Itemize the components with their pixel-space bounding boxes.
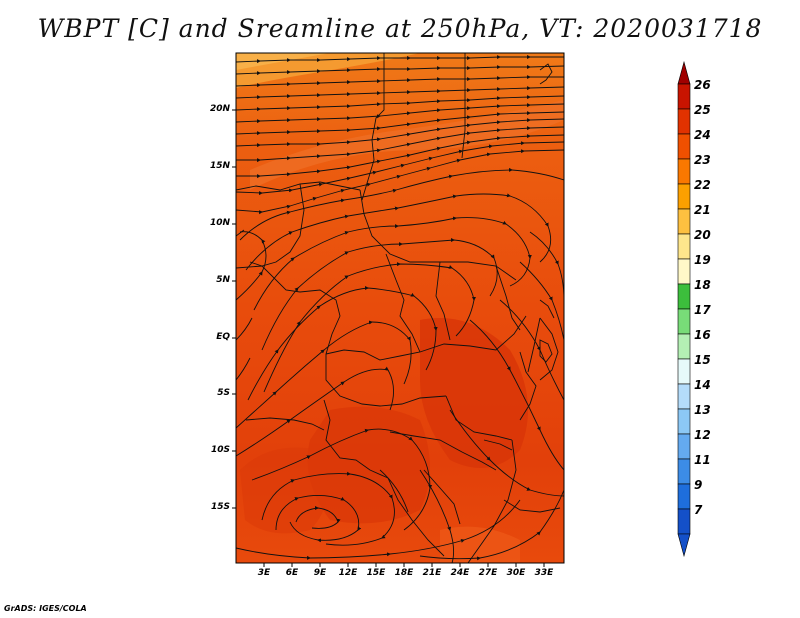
colorbar xyxy=(677,60,691,558)
colorbar-label: 18 xyxy=(694,278,711,292)
colorbar-segment xyxy=(677,258,691,285)
colorbar-label: 13 xyxy=(694,403,711,417)
colorbar-bottom-triangle xyxy=(677,533,691,558)
colorbar-top-triangle xyxy=(677,60,691,85)
lon-label-6e: 6E xyxy=(285,568,299,578)
lon-label-9e: 9E xyxy=(313,568,327,578)
axis-ticks xyxy=(232,109,545,567)
colorbar-segment xyxy=(677,208,691,235)
lon-label-21e: 21E xyxy=(422,568,442,578)
colorbar-label: 14 xyxy=(694,378,711,392)
colorbar-label: 19 xyxy=(694,253,711,267)
lat-label-15n: 15N xyxy=(209,161,230,171)
colorbar-label: 12 xyxy=(694,428,711,442)
colorbar-segment xyxy=(677,283,691,310)
colorbar-segment xyxy=(677,158,691,185)
colorbar-label: 16 xyxy=(694,328,711,342)
colorbar-label: 15 xyxy=(694,353,711,367)
footer-credit: GrADS: IGES/COLA xyxy=(4,604,87,613)
colorbar-label: 17 xyxy=(694,303,711,317)
lat-label-15s: 15S xyxy=(210,502,230,512)
lat-label-10s: 10S xyxy=(210,445,230,455)
lon-label-15e: 15E xyxy=(366,568,386,578)
colorbar-segment xyxy=(677,408,691,435)
lon-label-27e: 27E xyxy=(478,568,498,578)
lat-label-eq: EQ xyxy=(216,332,230,342)
colorbar-segment xyxy=(677,433,691,460)
lon-label-18e: 18E xyxy=(394,568,414,578)
colorbar-segment xyxy=(677,133,691,160)
colorbar-segment xyxy=(677,83,691,110)
colorbar-label: 26 xyxy=(694,78,711,92)
lat-label-5s: 5S xyxy=(217,388,230,398)
colorbar-label: 25 xyxy=(694,103,711,117)
map-title: WBPT [C] and Sreamline at 250hPa, VT: 20… xyxy=(37,14,763,43)
colorbar-label: 22 xyxy=(694,178,711,192)
colorbar-label: 23 xyxy=(694,153,711,167)
lon-label-3e: 3E xyxy=(257,568,271,578)
colorbar-segment xyxy=(677,333,691,360)
colorbar-label: 7 xyxy=(694,503,703,517)
colorbar-label: 11 xyxy=(694,453,711,467)
colorbar-label: 9 xyxy=(694,478,703,492)
lat-label-20n: 20N xyxy=(209,104,230,114)
lat-label-10n: 10N xyxy=(209,218,230,228)
colorbar-label: 20 xyxy=(694,228,711,242)
colorbar-label: 24 xyxy=(694,128,711,142)
colorbar-segment xyxy=(677,483,691,510)
lon-label-33e: 33E xyxy=(534,568,554,578)
lon-label-30e: 30E xyxy=(506,568,526,578)
lon-label-12e: 12E xyxy=(338,568,358,578)
colorbar-segment xyxy=(677,108,691,135)
wbpt-shading xyxy=(236,53,564,563)
colorbar-segment xyxy=(677,383,691,410)
colorbar-segment xyxy=(677,358,691,385)
lon-label-24e: 24E xyxy=(450,568,470,578)
colorbar-label: 21 xyxy=(694,203,711,217)
colorbar-segment xyxy=(677,183,691,210)
colorbar-segment xyxy=(677,233,691,260)
colorbar-segment xyxy=(677,308,691,335)
streamlines xyxy=(236,55,564,563)
colorbar-segment xyxy=(677,508,691,535)
lat-label-5n: 5N xyxy=(216,275,230,285)
country-borders xyxy=(236,53,561,563)
colorbar-segment xyxy=(677,458,691,485)
